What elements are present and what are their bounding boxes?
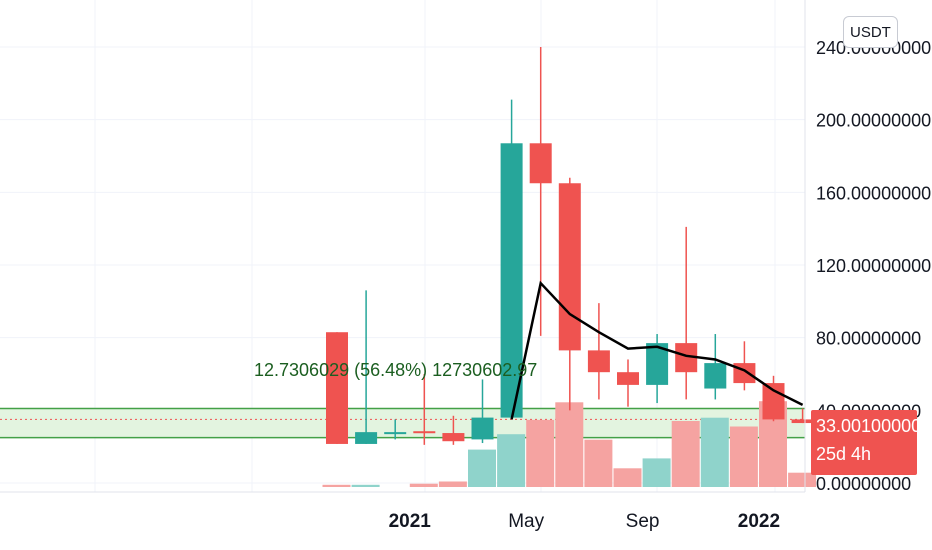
- measure-annotation: 12.7306029 (56.48%) 12730602.97: [254, 360, 537, 380]
- candle-body: [413, 431, 436, 434]
- candle-body: [384, 432, 407, 435]
- candle-body: [500, 143, 523, 418]
- volume-bar: [497, 434, 526, 487]
- candle: [326, 332, 348, 444]
- ma-line: [510, 280, 804, 420]
- bar-countdown: 25d 4h: [816, 444, 872, 464]
- candle-body: [675, 343, 698, 373]
- price-tick-label: 0.00000000: [816, 474, 911, 494]
- time-axis[interactable]: 2021 May Sep 2022: [389, 511, 780, 532]
- candle: [733, 341, 756, 391]
- moving-average: [510, 280, 804, 420]
- candle-body: [704, 363, 727, 389]
- candle-body: [762, 383, 785, 420]
- candle-body: [791, 419, 814, 424]
- candle-body: [733, 363, 756, 384]
- candle: [762, 375, 785, 422]
- volume-bar: [438, 481, 467, 487]
- candle-body: [617, 372, 639, 385]
- volume-bar: [322, 484, 351, 487]
- time-tick-label: May: [508, 511, 544, 532]
- candle: [791, 408, 814, 424]
- candle-body: [558, 183, 581, 351]
- time-tick-label: 2021: [389, 511, 432, 532]
- volume-bar: [555, 402, 584, 487]
- candle-body: [587, 350, 610, 373]
- time-tick-label: 2022: [738, 511, 780, 532]
- volume-bar: [584, 439, 613, 487]
- price-tick-label: 160.00000000: [816, 183, 931, 203]
- volume-bar: [409, 483, 438, 487]
- current-price-label: 33.00100000 25d 4h: [811, 410, 922, 475]
- volume-bar: [468, 449, 496, 487]
- price-tick-label: 200.00000000: [816, 111, 931, 131]
- candle: [558, 177, 581, 411]
- volume-bar: [613, 468, 642, 487]
- volume-bar: [351, 484, 380, 487]
- volume-bar: [526, 419, 555, 487]
- volume-bar: [729, 426, 758, 487]
- candle-body: [355, 432, 378, 444]
- currency-badge[interactable]: USDT: [843, 16, 898, 48]
- candle: [617, 359, 639, 407]
- candle: [384, 419, 407, 440]
- volume-bar: [700, 417, 729, 487]
- candle-body: [646, 343, 669, 385]
- current-price-value: 33.00100000: [816, 416, 922, 436]
- candle: [355, 290, 378, 444]
- candle: [442, 415, 465, 445]
- candle: [675, 226, 698, 400]
- price-tick-label: 120.00000000: [816, 256, 931, 276]
- candle: [500, 99, 523, 418]
- candle: [704, 334, 727, 400]
- candle: [646, 334, 669, 404]
- candle-body: [442, 433, 465, 442]
- candle: [413, 374, 436, 445]
- candle-body: [471, 417, 494, 440]
- candle-body: [529, 143, 552, 184]
- candle: [587, 303, 610, 400]
- volume-bar: [671, 421, 700, 487]
- volume-bar: [788, 472, 817, 487]
- price-tick-label: 80.00000000: [816, 329, 921, 349]
- candle: [471, 379, 494, 444]
- candle-body: [326, 332, 348, 444]
- time-tick-label: Sep: [626, 511, 660, 532]
- volume-bar: [642, 458, 671, 487]
- candles: [326, 47, 814, 445]
